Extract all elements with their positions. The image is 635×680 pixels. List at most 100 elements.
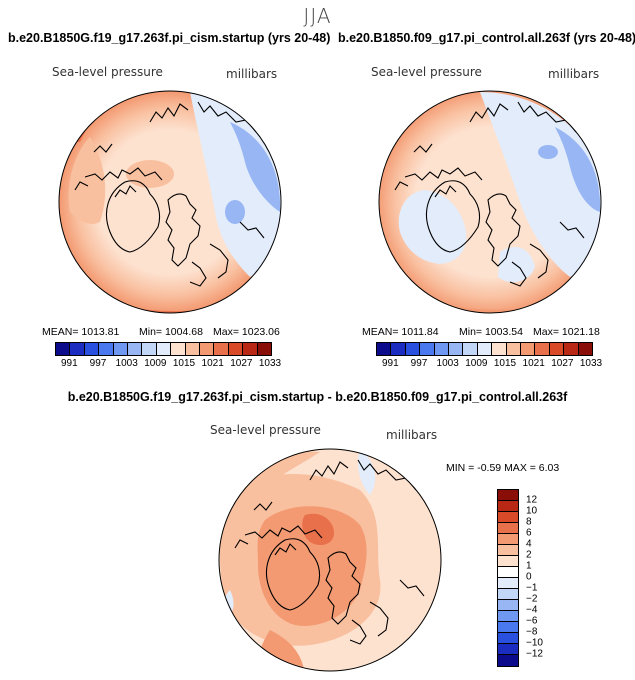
left-field-label: Sea-level pressure (52, 65, 163, 79)
colorbar-swatch (477, 343, 493, 355)
colorbar-swatch (498, 567, 518, 578)
right-max: Max= 1021.18 (533, 326, 600, 338)
colorbar-tick-label: 997 (410, 358, 428, 369)
colorbar-tick-label: 1021 (522, 358, 545, 369)
colorbar-swatch (498, 556, 518, 567)
colorbar-swatch (84, 343, 100, 355)
colorbar-swatch (257, 343, 272, 355)
diff-minmax: MIN = -0.59 MAX = 6.03 (446, 462, 560, 474)
left-mean: MEAN= 1013.81 (42, 326, 120, 338)
colorbar-swatch (498, 490, 518, 501)
colorbar-swatch (377, 343, 392, 355)
colorbar-tick-label: 1015 (493, 358, 517, 369)
colorbar-swatch (498, 534, 518, 545)
colorbar-swatch (156, 343, 172, 355)
colorbar-swatch (200, 343, 215, 355)
colorbar-swatch (463, 343, 478, 355)
diff-polar-map (218, 448, 442, 672)
colorbar-tick-label: 1003 (115, 358, 138, 369)
colorbar-tick-label: −10 (526, 637, 543, 649)
colorbar-tick-label: −2 (526, 593, 538, 605)
colorbar-swatch (449, 343, 464, 355)
colorbar-tick-label: 1003 (436, 358, 459, 369)
colorbar-swatch (405, 343, 421, 355)
colorbar-tick-label: 1021 (201, 358, 224, 369)
left-colorbar-labels: 991 997 1003 1009 1015 1021 1027 1033 (55, 358, 281, 372)
left-polar-map (58, 90, 282, 314)
colorbar-swatch (171, 343, 186, 355)
diff-colorbar (497, 489, 519, 667)
left-units-label: millibars (226, 67, 278, 81)
colorbar-swatch (228, 343, 244, 355)
colorbar-swatch (142, 343, 157, 355)
left-max: Max= 1023.06 (213, 326, 280, 338)
colorbar-tick-label: 1 (526, 560, 532, 572)
diff-colorbar-labels: 12 10 8 6 4 2 1 0 −1 −2 −4 −6 −8 −10 −12 (526, 489, 566, 667)
colorbar-swatch (99, 343, 114, 355)
colorbar-swatch (498, 512, 518, 523)
right-polar-map (378, 90, 602, 314)
colorbar-tick-label: 12 (526, 494, 538, 506)
colorbar-swatch (492, 343, 507, 355)
colorbar-swatch (391, 343, 406, 355)
colorbar-swatch (535, 343, 550, 355)
colorbar-swatch (498, 611, 518, 622)
season-title: JJA (303, 4, 332, 28)
colorbar-tick-label: 1009 (144, 358, 167, 369)
colorbar-swatch (434, 343, 450, 355)
colorbar-tick-label: −4 (526, 604, 538, 616)
colorbar-swatch (214, 343, 229, 355)
colorbar-swatch (498, 545, 518, 556)
colorbar-tick-label: 8 (526, 516, 532, 528)
colorbar-swatch (498, 523, 518, 534)
colorbar-tick-label: −1 (526, 582, 538, 594)
colorbar-swatch (56, 343, 71, 355)
colorbar-swatch (185, 343, 201, 355)
colorbar-swatch (498, 501, 518, 512)
colorbar-swatch (420, 343, 435, 355)
colorbar-tick-label: 1015 (172, 358, 196, 369)
colorbar-swatch (564, 343, 579, 355)
colorbar-swatch (498, 644, 518, 655)
left-panel-title: b.e20.B1850G.f19_g17.263f.pi_cism.startu… (8, 31, 331, 45)
diff-panel-title: b.e20.B1850G.f19_g17.263f.pi_cism.startu… (67, 390, 568, 404)
colorbar-tick-label: 10 (526, 505, 538, 517)
colorbar-tick-label: 997 (89, 358, 107, 369)
colorbar-tick-label: 2 (526, 549, 532, 561)
colorbar-swatch (498, 600, 518, 611)
colorbar-swatch (498, 633, 518, 644)
colorbar-swatch (498, 655, 518, 666)
right-colorbar (376, 342, 593, 356)
diff-field-label: Sea-level pressure (210, 423, 321, 437)
colorbar-tick-label: −8 (526, 626, 538, 638)
colorbar-tick-label: −12 (526, 648, 543, 660)
right-units-label: millibars (548, 67, 600, 81)
colorbar-tick-label: 1009 (465, 358, 488, 369)
right-min: Min= 1003.54 (459, 326, 523, 338)
colorbar-swatch (506, 343, 522, 355)
colorbar-tick-label: 991 (60, 358, 78, 369)
colorbar-tick-label: −6 (526, 615, 538, 627)
colorbar-tick-label: 6 (526, 527, 532, 539)
colorbar-swatch (498, 578, 518, 589)
colorbar-tick-label: 991 (381, 358, 399, 369)
left-colorbar (55, 342, 272, 356)
colorbar-tick-label: 1027 (551, 358, 574, 369)
diff-units-label: millibars (386, 428, 438, 442)
right-colorbar-labels: 991 997 1003 1009 1015 1021 1027 1033 (376, 358, 602, 372)
colorbar-tick-label: 1033 (258, 358, 282, 369)
colorbar-swatch (498, 589, 518, 600)
colorbar-swatch (549, 343, 565, 355)
right-field-label: Sea-level pressure (371, 65, 482, 79)
colorbar-swatch (578, 343, 593, 355)
colorbar-swatch (243, 343, 258, 355)
colorbar-tick-label: 1033 (579, 358, 603, 369)
right-mean: MEAN= 1011.84 (362, 326, 439, 338)
colorbar-tick-label: 0 (526, 571, 532, 583)
left-min: Min= 1004.68 (139, 326, 203, 338)
colorbar-swatch (128, 343, 143, 355)
colorbar-swatch (521, 343, 536, 355)
colorbar-swatch (113, 343, 129, 355)
colorbar-swatch (498, 622, 518, 633)
colorbar-tick-label: 4 (526, 538, 532, 550)
